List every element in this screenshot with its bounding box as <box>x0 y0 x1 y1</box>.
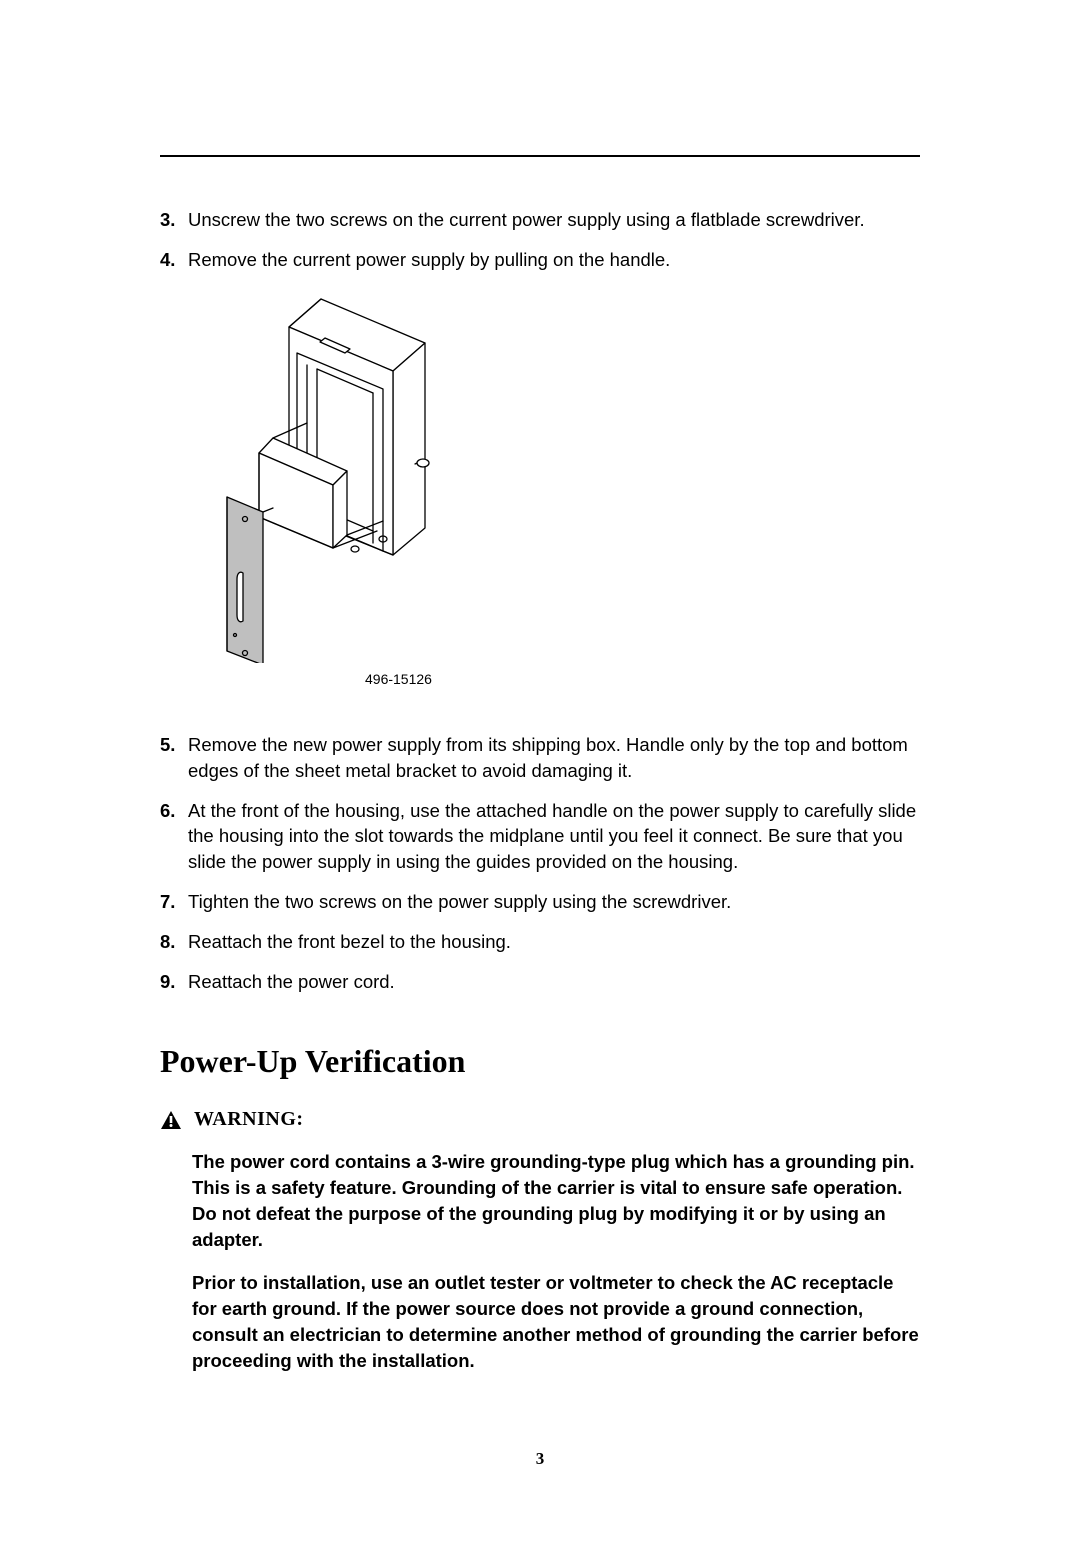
step-number: 9. <box>160 969 188 995</box>
step-text: Remove the new power supply from its shi… <box>188 732 920 784</box>
section-heading: Power-Up Verification <box>160 1043 920 1080</box>
step-item: 8. Reattach the front bezel to the housi… <box>160 929 920 955</box>
step-item: 5. Remove the new power supply from its … <box>160 732 920 784</box>
warning-icon <box>160 1110 182 1135</box>
step-text: Unscrew the two screws on the current po… <box>188 207 920 233</box>
step-item: 7. Tighten the two screws on the power s… <box>160 889 920 915</box>
step-number: 4. <box>160 247 188 273</box>
figure-container: 496-15126 <box>225 293 920 687</box>
step-text: Tighten the two screws on the power supp… <box>188 889 920 915</box>
step-text: Remove the current power supply by pulli… <box>188 247 920 273</box>
step-number: 5. <box>160 732 188 784</box>
steps-top-list: 3. Unscrew the two screws on the current… <box>160 207 920 273</box>
power-supply-diagram <box>225 293 525 663</box>
step-item: 4. Remove the current power supply by pu… <box>160 247 920 273</box>
warning-paragraph: Prior to installation, use an outlet tes… <box>192 1270 920 1374</box>
page-number: 3 <box>0 1449 1080 1469</box>
steps-bottom-list: 5. Remove the new power supply from its … <box>160 732 920 995</box>
warning-label: WARNING: <box>194 1108 304 1131</box>
step-item: 3. Unscrew the two screws on the current… <box>160 207 920 233</box>
warning-header: WARNING: <box>160 1108 920 1135</box>
step-text: Reattach the front bezel to the housing. <box>188 929 920 955</box>
figure-caption: 496-15126 <box>365 671 920 687</box>
warning-paragraph: The power cord contains a 3-wire groundi… <box>192 1149 920 1253</box>
step-number: 6. <box>160 798 188 876</box>
step-item: 6. At the front of the housing, use the … <box>160 798 920 876</box>
step-text: Reattach the power cord. <box>188 969 920 995</box>
top-horizontal-rule <box>160 155 920 157</box>
step-number: 8. <box>160 929 188 955</box>
step-text: At the front of the housing, use the att… <box>188 798 920 876</box>
document-page: 3. Unscrew the two screws on the current… <box>0 0 1080 1452</box>
step-number: 7. <box>160 889 188 915</box>
step-number: 3. <box>160 207 188 233</box>
step-item: 9. Reattach the power cord. <box>160 969 920 995</box>
